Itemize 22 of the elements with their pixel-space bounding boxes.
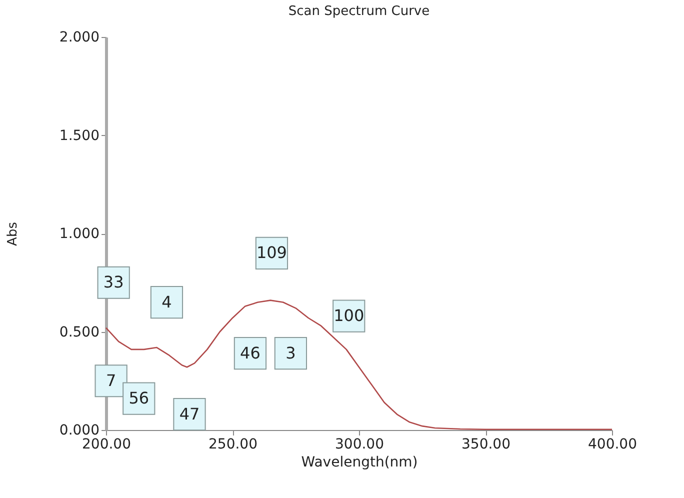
- y-axis-title: Abs: [5, 222, 20, 246]
- annotation: 7: [106, 370, 116, 390]
- annotation: 47: [179, 404, 200, 424]
- annotation: 4: [162, 292, 172, 312]
- x-tick-label: 200.00: [82, 436, 131, 452]
- annotation: 109: [256, 243, 287, 262]
- y-tick-label: 0.000: [59, 422, 100, 438]
- y-tick-label: 1.500: [59, 128, 100, 144]
- x-tick-label: 250.00: [208, 436, 258, 452]
- annotation: 33: [103, 272, 124, 292]
- annotation: 3: [286, 343, 296, 362]
- x-tick-label: 350.00: [462, 436, 510, 452]
- chart-title: Scan Spectrum Curve: [288, 4, 430, 19]
- y-tick-label: 0.500: [59, 324, 100, 340]
- annotation: 56: [128, 388, 150, 408]
- annotation: 100: [334, 306, 364, 326]
- x-tick-label: 300.00: [335, 436, 384, 452]
- y-tick-label: 1.000: [59, 226, 100, 242]
- y-tick-label: 2.000: [59, 30, 100, 46]
- annotation: 46: [240, 343, 260, 362]
- x-axis-title: Wavelength(nm): [301, 454, 418, 470]
- x-tick-label: 400.00: [588, 436, 637, 452]
